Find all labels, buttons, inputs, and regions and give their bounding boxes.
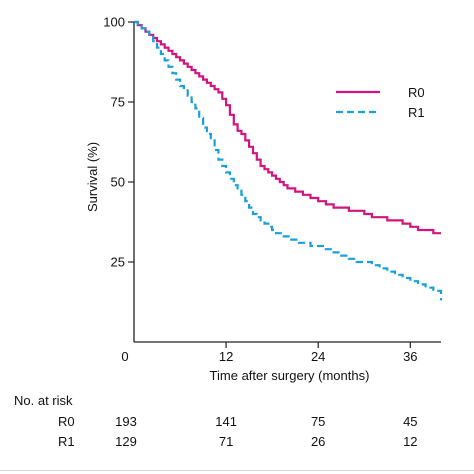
risk-count: 45: [403, 414, 418, 429]
risk-count: 193: [115, 414, 137, 429]
series-line-r0: [134, 20, 441, 235]
chart-axes: 25 50 75 100 0 12 24 36 Time after surgery (mont…: [85, 15, 441, 383]
legend-label-r1: R1: [408, 105, 425, 120]
risk-count: 75: [310, 414, 326, 429]
x-tick-label: 36: [403, 349, 417, 364]
x-tick-label: 12: [219, 349, 233, 364]
risk-table-heading: No. at risk: [14, 393, 73, 408]
y-tick-label: 50: [111, 175, 125, 190]
y-tick-label: 100: [103, 15, 125, 30]
x-tick-label: 24: [311, 349, 325, 364]
series-layer: [134, 20, 443, 301]
risk-count: 71: [218, 434, 234, 449]
risk-count: 26: [310, 434, 326, 449]
risk-count: 141: [215, 414, 237, 429]
y-axis-title: Survival (%): [85, 142, 100, 212]
series-line-r1: [134, 20, 443, 301]
legend-label-r0: R0: [408, 85, 425, 100]
risk-count: 129: [115, 434, 137, 449]
bottom-divider: [0, 470, 474, 471]
risk-row-label: R0: [58, 414, 75, 429]
y-tick-label: 25: [111, 255, 125, 270]
y-tick-label: 75: [111, 95, 125, 110]
x-tick-label: 0: [121, 349, 128, 364]
risk-row-label: R1: [58, 434, 75, 449]
x-axis-title: Time after surgery (months): [210, 368, 370, 383]
risk-count: 12: [403, 434, 418, 449]
